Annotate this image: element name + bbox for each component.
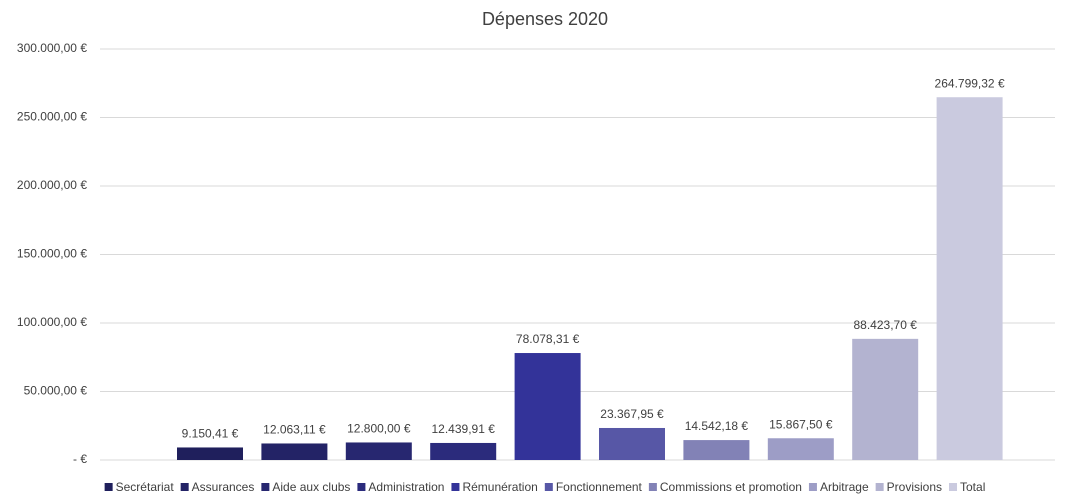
bar [261, 443, 328, 460]
data-label: 9.150,41 € [182, 427, 239, 441]
bar [177, 447, 243, 460]
data-label: 15.867,50 € [769, 417, 833, 431]
legend-swatch [261, 483, 270, 491]
legend-swatch [357, 483, 366, 491]
legend-swatch [451, 483, 460, 491]
bar [683, 440, 750, 460]
legend-swatch [648, 483, 657, 491]
legend-label: Arbitrage [820, 480, 869, 494]
legend-label: Secrétariat [116, 480, 175, 494]
data-label: 264.799,32 € [935, 76, 1005, 90]
y-tick-label: 150.000,00 € [17, 247, 87, 261]
y-tick-label: - € [73, 452, 87, 466]
y-tick-label: 250.000,00 € [17, 110, 87, 124]
bar [345, 442, 412, 460]
data-label: 23.367,95 € [600, 407, 664, 421]
data-label: 78.078,31 € [516, 332, 580, 346]
bar [852, 338, 919, 460]
chart-title: Dépenses 2020 [482, 9, 608, 29]
y-tick-label: 100.000,00 € [17, 315, 87, 329]
bar [514, 353, 581, 460]
legend-swatch [544, 483, 553, 491]
data-label: 12.800,00 € [347, 422, 411, 436]
data-label: 14.542,18 € [685, 419, 749, 433]
legend-label: Provisions [887, 480, 942, 494]
bar [599, 427, 665, 460]
legend-swatch [180, 483, 189, 491]
legend-label: Fonctionnement [556, 480, 643, 494]
bar [767, 438, 834, 460]
legend-label: Commissions et promotion [660, 480, 802, 494]
legend-swatch [949, 483, 958, 491]
legend-label: Total [960, 480, 985, 494]
y-tick-label: 300.000,00 € [17, 41, 87, 55]
legend-label: Assurances [192, 480, 255, 494]
data-label: 12.439,91 € [431, 422, 495, 436]
legend-label: Aide aux clubs [272, 480, 350, 494]
y-tick-label: 50.000,00 € [24, 384, 88, 398]
legend-swatch [875, 483, 884, 491]
data-label: 12.063,11 € [263, 423, 326, 437]
legend-label: Administration [368, 480, 444, 494]
bar [936, 97, 1003, 461]
data-label: 88.423,70 € [853, 318, 917, 332]
legend-swatch [104, 483, 113, 491]
legend-label: Rémunération [462, 480, 537, 494]
legend: Secrétariat Assurances Aide aux clubs Admin… [104, 480, 985, 494]
y-tick-label: 200.000,00 € [17, 178, 87, 192]
bar [430, 442, 497, 460]
legend-swatch [808, 483, 817, 491]
